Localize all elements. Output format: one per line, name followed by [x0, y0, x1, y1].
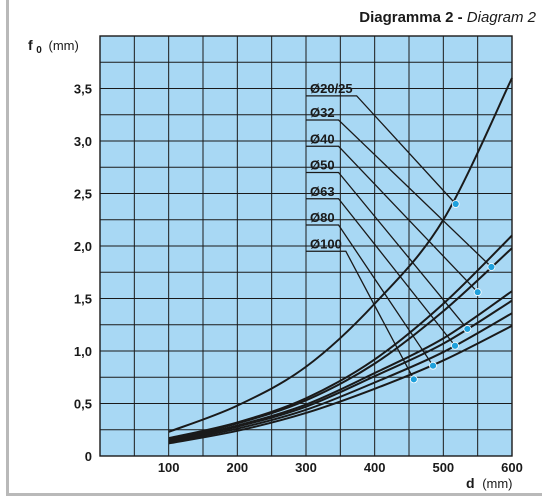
series-marker [463, 325, 472, 333]
tick-labels: 100 200 300 400 500 600 0 0,5 1,0 1,5 2,0 2,5 3,0 3,5 [74, 82, 523, 476]
series-marker [429, 361, 437, 370]
y-tick-label: 0 [85, 449, 92, 464]
x-tick-label: 300 [295, 460, 317, 475]
leader-line [306, 119, 492, 268]
leader-line [306, 145, 479, 293]
x-tick-label: 200 [226, 460, 248, 475]
series-labels: Ø20/25 Ø32 Ø40 Ø50 Ø63 Ø80 Ø100 [310, 81, 353, 251]
x-tick-label: 400 [364, 460, 386, 475]
y-axis-unit: (mm) [48, 38, 78, 53]
x-tick-label: 100 [158, 460, 180, 475]
series-line [168, 247, 513, 441]
leader-line [306, 171, 468, 330]
y-tick-label: 3,5 [74, 82, 92, 97]
series-marker [409, 375, 418, 384]
y-tick-label: 2,5 [74, 187, 92, 202]
leader-line [306, 224, 434, 367]
series-line [168, 312, 513, 444]
y-axis-subscript: 0 [36, 45, 42, 56]
series-marker [451, 341, 459, 350]
x-axis-unit: (mm) [482, 476, 512, 491]
series-line [168, 77, 513, 433]
series-label: Ø50 [310, 158, 335, 173]
grid [100, 36, 512, 456]
x-axis-label: d (mm) [466, 475, 513, 491]
y-tick-label: 2,0 [74, 239, 92, 254]
y-tick-label: 3,0 [74, 134, 92, 149]
y-axis-symbol: f [28, 37, 33, 53]
markers [409, 200, 496, 384]
series-marker [451, 200, 460, 208]
series-label: Ø80 [310, 210, 335, 225]
leader-line [306, 198, 456, 347]
leader-line [306, 250, 415, 380]
series-label: Ø100 [310, 236, 342, 251]
curves [168, 77, 513, 445]
y-axis-label: f 0 (mm) [28, 37, 79, 56]
series-line [168, 234, 513, 440]
series-marker [487, 263, 496, 271]
x-tick-label: 500 [432, 460, 454, 475]
y-tick-label: 0,5 [74, 397, 92, 412]
leader-lines [306, 95, 492, 380]
series-label: Ø32 [310, 105, 335, 120]
series-label: Ø63 [310, 184, 335, 199]
title-separator: - [457, 9, 463, 26]
series-label: Ø40 [310, 131, 335, 146]
y-tick-label: 1,5 [74, 292, 92, 307]
chart-title: Diagramma 2 - Diagram 2 [359, 9, 536, 26]
x-axis-symbol: d [466, 475, 475, 491]
series-label: Ø20/25 [310, 81, 353, 96]
chart-frame [6, 0, 542, 496]
series-marker [473, 288, 482, 297]
title-italian: Diagramma 2 [359, 9, 454, 26]
y-tick-label: 1,0 [74, 344, 92, 359]
x-tick-label: 600 [501, 460, 523, 475]
series-line [168, 299, 513, 443]
leader-line [306, 95, 457, 205]
series-line [168, 324, 513, 445]
title-english: Diagram 2 [466, 9, 536, 26]
